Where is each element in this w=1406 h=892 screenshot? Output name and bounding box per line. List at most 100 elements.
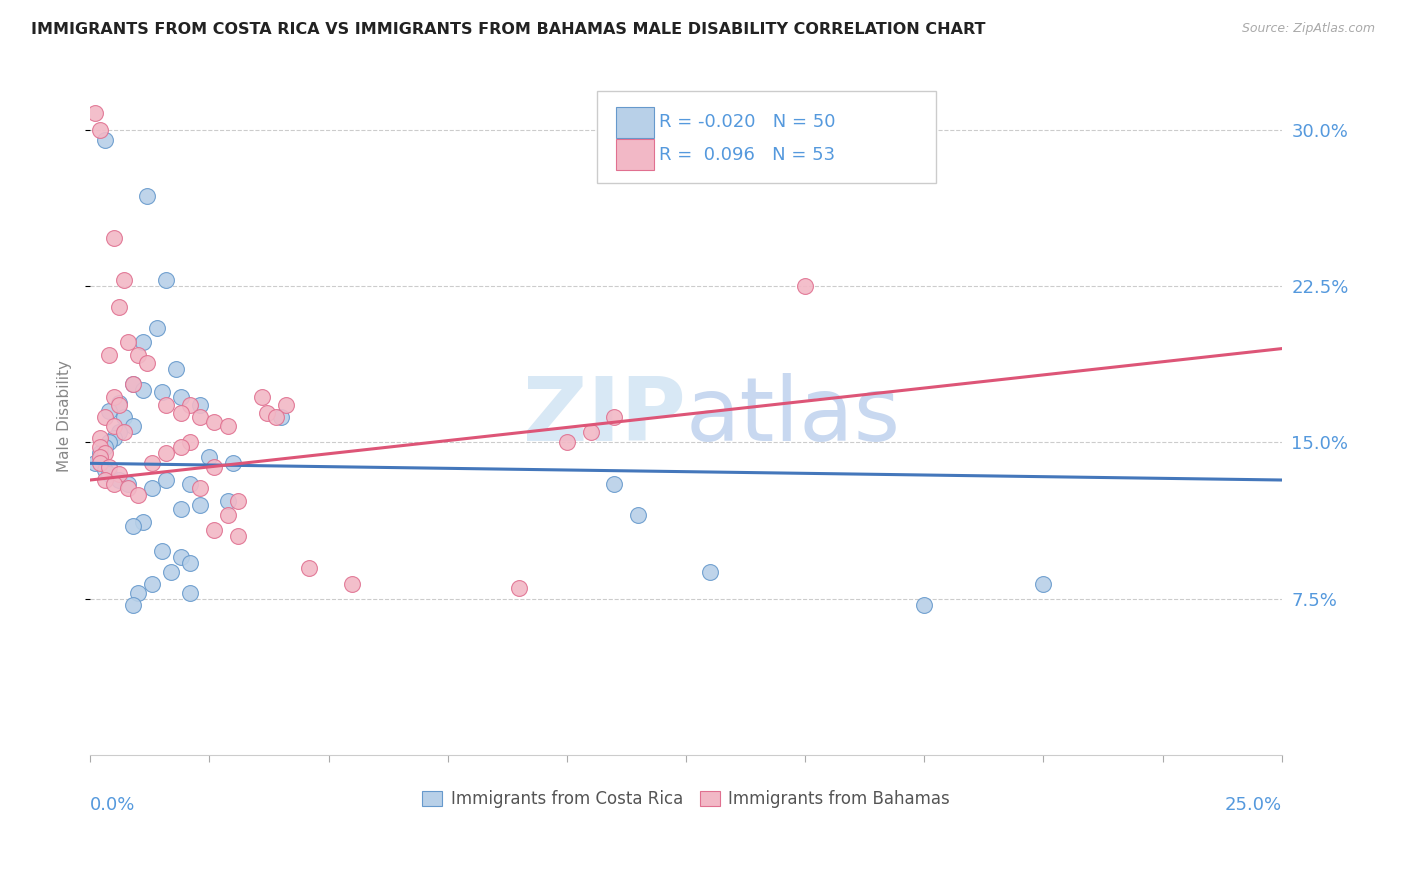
Point (150, 544, 173, 558)
Point (141, 456, 163, 470)
Point (627, 508, 650, 523)
Point (202, 523, 225, 537)
Point (84, 106, 107, 120)
Point (555, 435, 578, 450)
Point (179, 585, 201, 599)
Point (98, 404, 121, 418)
Point (108, 396, 131, 410)
Point (179, 477, 201, 491)
Point (122, 377, 145, 392)
Point (131, 384, 153, 398)
Text: atlas: atlas (686, 373, 901, 460)
Point (98, 348, 121, 362)
Point (89, 446, 111, 460)
Point (155, 446, 177, 460)
Point (136, 356, 159, 370)
Point (93, 440, 115, 454)
Point (84, 456, 107, 470)
FancyBboxPatch shape (616, 139, 654, 170)
Point (188, 481, 211, 495)
Point (165, 362, 187, 376)
Point (264, 410, 287, 425)
Point (1032, 577, 1054, 591)
Point (93, 410, 115, 425)
Point (202, 460, 225, 475)
Point (579, 425, 602, 439)
Point (179, 435, 201, 450)
Text: IMMIGRANTS FROM COSTA RICA VS IMMIGRANTS FROM BAHAMAS MALE DISABILITY CORRELATIO: IMMIGRANTS FROM COSTA RICA VS IMMIGRANTS… (31, 22, 986, 37)
Point (93, 133, 115, 147)
Point (198, 450, 221, 464)
Text: Source: ZipAtlas.com: Source: ZipAtlas.com (1241, 22, 1375, 36)
FancyBboxPatch shape (616, 106, 654, 137)
Point (117, 477, 139, 491)
Text: 25.0%: 25.0% (1225, 796, 1282, 814)
Point (146, 320, 169, 334)
Text: ZIP: ZIP (523, 373, 686, 460)
Point (103, 390, 125, 404)
Point (122, 418, 145, 433)
Point (217, 418, 239, 433)
Point (127, 488, 149, 502)
Point (222, 456, 245, 470)
Point (250, 390, 273, 404)
Point (117, 481, 139, 495)
Point (122, 519, 145, 533)
Point (93, 462, 115, 476)
FancyBboxPatch shape (596, 91, 936, 183)
Point (217, 508, 239, 523)
Point (179, 557, 201, 571)
Point (98, 435, 121, 450)
Point (170, 550, 193, 565)
Point (108, 473, 131, 487)
Point (270, 410, 292, 425)
Point (217, 494, 239, 508)
Point (103, 431, 125, 445)
Point (127, 585, 149, 599)
Point (155, 473, 177, 487)
Point (603, 410, 626, 425)
Point (188, 410, 211, 425)
Point (108, 300, 131, 314)
Point (131, 335, 153, 350)
Point (912, 598, 935, 612)
Point (89, 452, 111, 467)
Point (274, 398, 297, 412)
Point (93, 473, 115, 487)
Point (98, 460, 121, 475)
Point (699, 565, 721, 579)
Point (794, 279, 817, 293)
Point (122, 377, 145, 392)
Text: R = -0.020   N = 50: R = -0.020 N = 50 (658, 113, 835, 131)
Point (89, 431, 111, 445)
Point (122, 598, 145, 612)
Legend: Immigrants from Costa Rica, Immigrants from Bahamas: Immigrants from Costa Rica, Immigrants f… (422, 790, 949, 808)
Point (170, 502, 193, 516)
Point (188, 498, 211, 512)
Point (226, 494, 249, 508)
Text: R =  0.096   N = 53: R = 0.096 N = 53 (658, 145, 835, 164)
Point (93, 446, 115, 460)
Point (226, 529, 249, 543)
Point (155, 398, 177, 412)
Point (136, 189, 159, 203)
Point (160, 565, 183, 579)
Point (103, 418, 125, 433)
Point (179, 398, 201, 412)
Point (112, 273, 135, 287)
Point (141, 577, 163, 591)
Point (89, 122, 111, 136)
Point (127, 348, 149, 362)
Point (155, 273, 177, 287)
Point (89, 456, 111, 470)
Point (112, 410, 135, 425)
Point (256, 406, 278, 420)
Point (108, 398, 131, 412)
Point (170, 440, 193, 454)
Point (603, 477, 626, 491)
Point (508, 582, 530, 596)
Point (188, 398, 211, 412)
Point (342, 577, 364, 591)
Point (108, 425, 131, 439)
Point (131, 515, 153, 529)
